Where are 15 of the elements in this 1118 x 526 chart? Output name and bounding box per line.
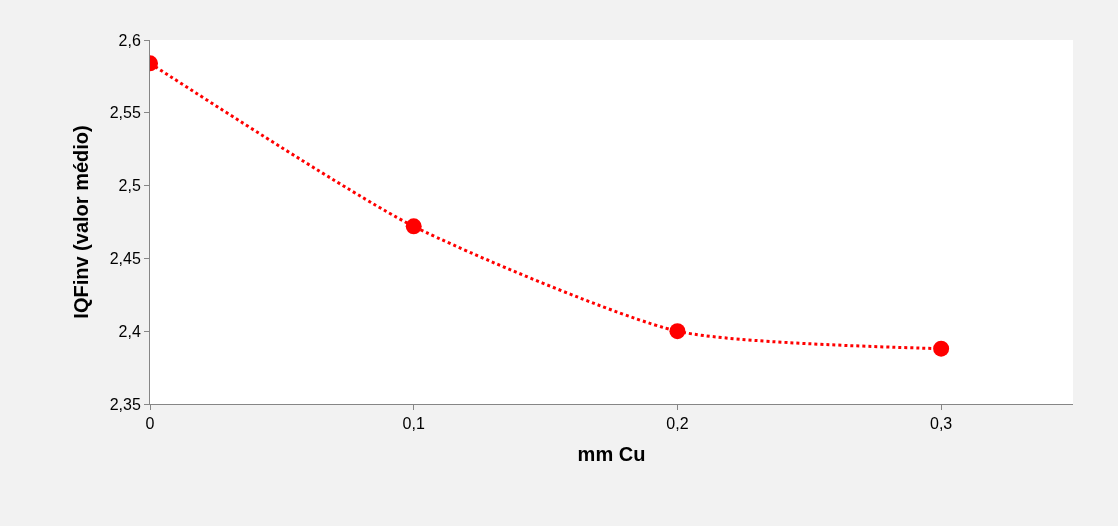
x-tick-label: 0,2 [666,415,689,433]
y-tick-label: 2,4 [118,322,141,340]
x-tick-label: 0 [145,415,155,433]
point [933,340,950,357]
y-tick-label: 2,55 [109,104,141,122]
y-tick-label: 2,35 [109,395,141,413]
y-tick-label: 2,5 [118,177,141,195]
x-tick-label: 0,3 [930,415,953,433]
y-axis-title: IQFinv (valor médio) [70,125,93,319]
point [405,218,422,235]
point [669,323,686,340]
x-tick-label: 0,1 [402,415,425,433]
x-axis-title: mm Cu [577,442,646,465]
y-tick-label: 2,6 [118,31,141,49]
y-tick-label: 2,45 [109,250,141,267]
